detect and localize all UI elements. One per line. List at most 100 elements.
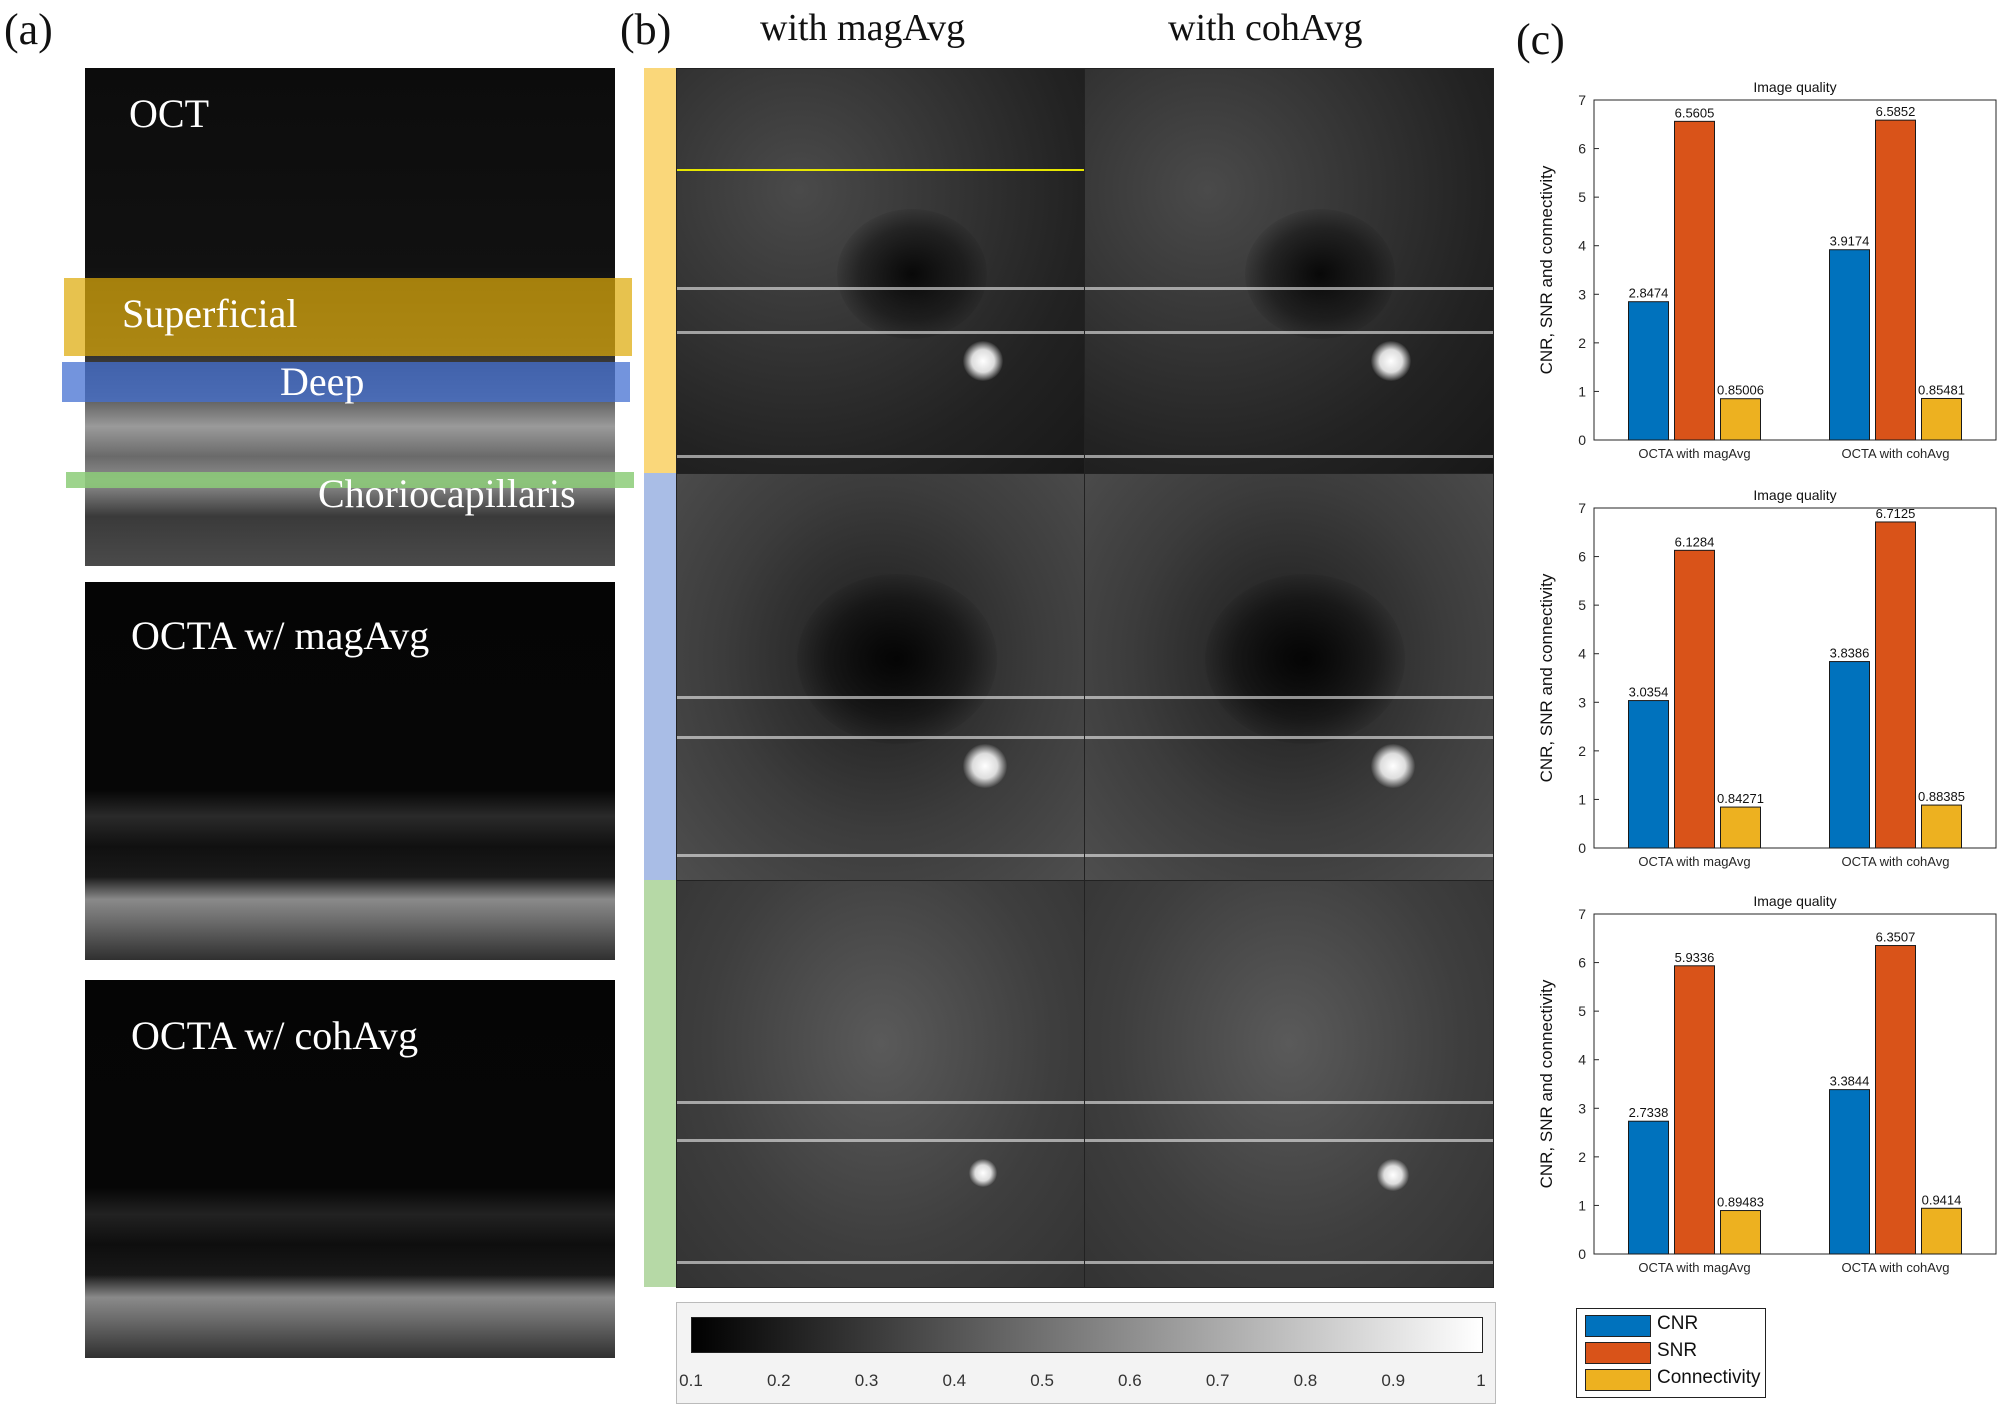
column-title-magavg: with magAvg <box>760 7 966 49</box>
panel-label-b: (b) <box>620 5 672 54</box>
colorbar-tick-label: 0.9 <box>1381 1371 1406 1390</box>
legend-swatch-connectivity <box>1585 1369 1651 1391</box>
chorio-cohavg-enface <box>1084 880 1494 1288</box>
bar-chart-deep: 0 1 2 3 4 5 6 7 Image quality CNR, SNR and connec… <box>1537 487 1997 869</box>
deep-layer-label: Deep <box>280 359 365 404</box>
y-tick-label: 7 <box>1578 500 1586 516</box>
colorbar-tick-label: 0.8 <box>1293 1371 1318 1390</box>
bar-connectivity <box>1921 1207 1962 1255</box>
y-tick-label: 3 <box>1578 286 1586 302</box>
colorbar-tick-label: 0.3 <box>854 1371 879 1390</box>
data-label: 6.3507 <box>1876 930 1916 945</box>
y-tick-label: 0 <box>1578 432 1586 448</box>
data-label: 2.7338 <box>1629 1105 1669 1120</box>
data-label: 3.8386 <box>1830 646 1870 661</box>
choriocapillaris-layer-band <box>66 472 634 488</box>
data-label: 2.8474 <box>1629 286 1669 301</box>
y-tick-label: 0 <box>1578 840 1586 856</box>
deep-row-strip <box>644 473 676 880</box>
y-tick-label: 1 <box>1578 1197 1586 1213</box>
y-tick-label: 0 <box>1578 1246 1586 1262</box>
octa-cohavg-bscan-image: OCTA w/ cohAvg <box>85 980 615 1358</box>
bar-snr <box>1674 549 1715 849</box>
chart-legend: CNR SNR Connectivity <box>1576 1308 1766 1398</box>
data-label: 3.9174 <box>1830 234 1870 249</box>
colorbar-tick-label: 0.4 <box>942 1371 967 1390</box>
y-tick-label: 4 <box>1578 646 1586 662</box>
x-tick-label: OCTA with cohAvg <box>1842 854 1950 869</box>
y-axis-label: CNR, SNR and connectivity <box>1537 165 1556 374</box>
deep-cohavg-enface <box>1084 473 1494 881</box>
y-tick-label: 2 <box>1578 743 1586 759</box>
bar-snr <box>1875 521 1916 849</box>
colorbar: 0.1 0.2 0.3 0.4 0.5 0.6 0.7 0.8 0.9 1 <box>676 1302 1496 1404</box>
y-tick-label: 1 <box>1578 791 1586 807</box>
superficial-cohavg-enface <box>1084 68 1494 474</box>
data-label: 0.88385 <box>1918 789 1965 804</box>
chart-title: Image quality <box>1753 487 1836 503</box>
colorbar-tick-label: 0.6 <box>1118 1371 1142 1390</box>
bar-snr <box>1674 965 1715 1255</box>
y-tick-label: 3 <box>1578 694 1586 710</box>
chart-title: Image quality <box>1753 79 1836 95</box>
y-tick-label: 6 <box>1578 549 1586 565</box>
x-tick-label: OCTA with magAvg <box>1638 446 1750 461</box>
data-label: 0.84271 <box>1717 791 1764 806</box>
bar-connectivity <box>1720 398 1761 441</box>
panel-label-c: (c) <box>1516 15 1565 64</box>
legend-label-connectivity: Connectivity <box>1657 1367 1761 1388</box>
x-tick-label: OCTA with magAvg <box>1638 1260 1750 1275</box>
colorbar-tick-label: 0.2 <box>766 1371 791 1390</box>
data-label: 0.9414 <box>1922 1192 1962 1207</box>
y-tick-label: 6 <box>1578 955 1586 971</box>
bar-connectivity <box>1921 397 1962 441</box>
y-tick-label: 4 <box>1578 1052 1586 1068</box>
octa-magavg-label: OCTA w/ magAvg <box>131 613 430 658</box>
bar-cnr <box>1628 1120 1669 1255</box>
legend-swatch-cnr <box>1585 1315 1651 1337</box>
y-tick-label: 5 <box>1578 1003 1586 1019</box>
y-tick-label: 6 <box>1578 141 1586 157</box>
deep-layer-band <box>62 362 630 402</box>
deep-magavg-enface <box>676 473 1086 881</box>
bar-snr <box>1875 945 1916 1255</box>
data-label: 0.85006 <box>1717 383 1764 398</box>
legend-label-snr: SNR <box>1657 1340 1698 1361</box>
bar-cnr <box>1829 661 1870 849</box>
chart-title: Image quality <box>1753 893 1836 909</box>
colorbar-tick-label: 0.1 <box>679 1371 703 1390</box>
data-label: 6.5852 <box>1876 104 1916 119</box>
superficial-magavg-enface <box>676 68 1086 474</box>
chorio-magavg-enface <box>676 880 1086 1288</box>
oct-label: OCT <box>129 91 209 136</box>
data-label: 3.0354 <box>1629 685 1669 700</box>
y-tick-label: 5 <box>1578 189 1586 205</box>
choriocapillaris-layer-label: Choriocapillaris <box>318 471 576 516</box>
bar-cnr <box>1829 249 1870 441</box>
data-label: 6.1284 <box>1675 534 1715 549</box>
y-tick-label: 7 <box>1578 906 1586 922</box>
column-title-cohavg: with cohAvg <box>1168 7 1363 49</box>
y-tick-label: 2 <box>1578 1149 1586 1165</box>
bar-connectivity <box>1720 1210 1761 1255</box>
y-tick-label: 1 <box>1578 383 1586 399</box>
data-label: 0.85481 <box>1918 382 1965 397</box>
legend-swatch-snr <box>1585 1342 1651 1364</box>
data-label: 6.5605 <box>1675 105 1715 120</box>
colorbar-gradient <box>691 1317 1483 1353</box>
bar-chart-choriocapillaris: 0 1 2 3 4 5 6 7 Image quality CNR, SNR and connec… <box>1537 893 1997 1275</box>
superficial-layer-band <box>64 278 632 356</box>
y-tick-label: 4 <box>1578 238 1586 254</box>
x-tick-label: OCTA with cohAvg <box>1842 1260 1950 1275</box>
data-label: 0.89483 <box>1717 1195 1764 1210</box>
data-label: 3.3844 <box>1830 1074 1870 1089</box>
octa-magavg-bscan-image: OCTA w/ magAvg <box>85 582 615 960</box>
bar-connectivity <box>1921 804 1962 849</box>
data-label: 5.9336 <box>1675 950 1715 965</box>
superficial-row-strip <box>644 68 676 473</box>
data-label: 6.7125 <box>1876 506 1916 521</box>
bar-chart-superficial: 0 1 2 3 4 5 6 7 Image quality CNR, SNR and connec… <box>1537 79 1997 461</box>
colorbar-tick-label: 0.7 <box>1205 1371 1230 1390</box>
y-tick-label: 7 <box>1578 92 1586 108</box>
bar-snr <box>1875 119 1916 441</box>
